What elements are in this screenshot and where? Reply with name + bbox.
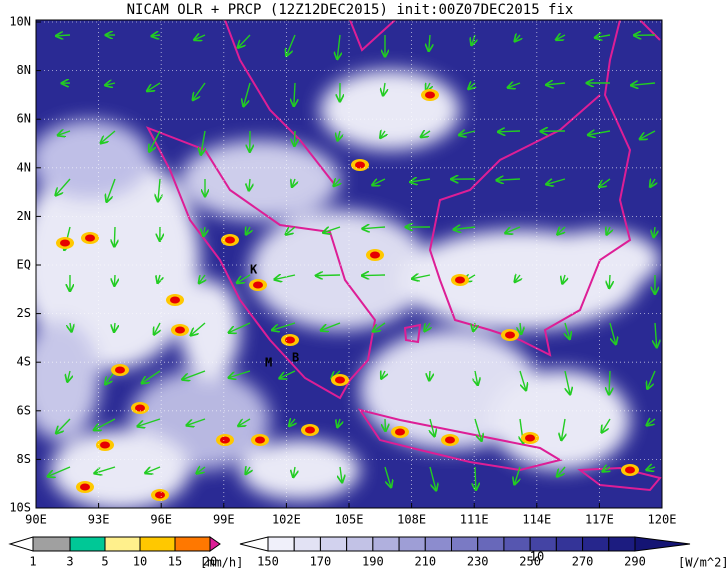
map-area — [20, 20, 662, 510]
lat-label: 4N — [17, 160, 31, 174]
rain-cell — [253, 282, 263, 289]
wind-arrow — [609, 371, 610, 394]
lat-label: EQ — [17, 258, 31, 272]
colorbar-label: 5 — [101, 555, 108, 569]
lon-label: 114E — [522, 513, 551, 527]
colorbar-segment — [399, 537, 425, 551]
lat-label: 8N — [17, 63, 31, 77]
colorbar-segment — [140, 537, 175, 551]
colorbar-label: 1 — [29, 555, 36, 569]
rain-cell — [455, 277, 465, 284]
lon-label: 105E — [335, 513, 364, 527]
rain-cell — [225, 237, 235, 244]
colorbar-label: 15 — [168, 555, 182, 569]
rain-cell — [85, 235, 95, 242]
lon-label: 90E — [25, 513, 47, 527]
lon-label: 96E — [150, 513, 172, 527]
colorbar-segment — [425, 537, 451, 551]
rain-cell — [445, 437, 455, 444]
lat-label: 2N — [17, 209, 31, 223]
rain-cell — [80, 484, 90, 491]
wind-arrow — [114, 275, 115, 285]
rain-cell — [625, 467, 635, 474]
wind-arrow — [56, 35, 70, 36]
colorbar-label: 10 — [133, 555, 147, 569]
colorbar-label: 3 — [66, 555, 73, 569]
lat-label: 2S — [17, 306, 31, 320]
lat-label: 4S — [17, 355, 31, 369]
rain-cell — [505, 332, 515, 339]
colorbar-segment — [268, 537, 294, 551]
rain-cell — [100, 442, 110, 449]
lon-label: 111E — [460, 513, 489, 527]
wind-arrow — [475, 467, 476, 490]
rain-cell — [370, 252, 380, 259]
place-label: M — [265, 356, 272, 370]
rain-cell — [175, 327, 185, 334]
lat-label: 8S — [17, 452, 31, 466]
rain-cell — [305, 427, 315, 434]
lon-label: 120E — [648, 513, 677, 527]
colorbar-label: 290 — [624, 555, 646, 569]
colorbar-label: 170 — [310, 555, 332, 569]
colorbar-segment — [347, 537, 373, 551]
colorbar-segment — [373, 537, 399, 551]
colorbar-unit: [mm/h] — [200, 556, 243, 570]
rain-cell — [525, 435, 535, 442]
colorbar-segment — [105, 537, 140, 551]
wind-arrow — [316, 275, 340, 276]
colorbar-segment — [320, 537, 346, 551]
title: NICAM OLR + PRCP (12Z12DEC2015) init:00Z… — [127, 2, 574, 18]
wind-arrow — [362, 275, 385, 276]
lon-label: 108E — [397, 513, 426, 527]
wind-arrow — [114, 227, 115, 246]
colorbar-label: 190 — [362, 555, 384, 569]
colorbar-end — [635, 537, 690, 551]
colorbar-segment — [530, 537, 556, 551]
colorbar-segment — [478, 537, 504, 551]
rain-cell — [395, 429, 405, 436]
rain-cell — [335, 377, 345, 384]
colorbar-end — [210, 537, 220, 551]
rain-cell — [220, 437, 230, 444]
lat-label: 6S — [17, 403, 31, 417]
rain-cell — [115, 367, 125, 374]
colorbar-unit: [W/m^2] — [678, 556, 726, 570]
lon-label: 93E — [88, 513, 110, 527]
rain-cell — [255, 437, 265, 444]
colorbar-segment — [70, 537, 105, 551]
colorbar-segment — [556, 537, 582, 551]
lon-label: 117E — [585, 513, 614, 527]
wind-arrow — [114, 323, 115, 332]
rain-cell — [60, 240, 70, 247]
rain-cell — [155, 492, 165, 499]
colorbar-segment — [609, 537, 635, 551]
colorbar-label: 270 — [572, 555, 594, 569]
place-label: B — [292, 351, 299, 365]
colorbar-end — [10, 537, 33, 551]
rain-cell — [170, 297, 180, 304]
wind-arrow — [498, 131, 520, 132]
colorbar-segment — [583, 537, 609, 551]
rain-cell — [425, 92, 435, 99]
place-label: K — [250, 263, 258, 277]
colorbar-segment — [294, 537, 320, 551]
colorbar-segment — [452, 537, 478, 551]
colorbar-segment — [33, 537, 70, 551]
wind-arrow — [294, 131, 295, 146]
colorbar-end — [240, 537, 268, 551]
wind-arrow — [609, 275, 610, 288]
colorbar-label: 150 — [257, 555, 279, 569]
lon-label: 102E — [272, 513, 301, 527]
colorbar-label: 230 — [467, 555, 489, 569]
colorbar-label: 210 — [414, 555, 436, 569]
colorbar-label: 250 — [519, 555, 541, 569]
colorbar-segment — [175, 537, 210, 551]
lat-label: 10N — [9, 15, 31, 29]
colorbar-segment — [504, 537, 530, 551]
lon-label: 99E — [213, 513, 235, 527]
wind-arrow — [429, 371, 430, 380]
lat-label: 6N — [17, 112, 31, 126]
